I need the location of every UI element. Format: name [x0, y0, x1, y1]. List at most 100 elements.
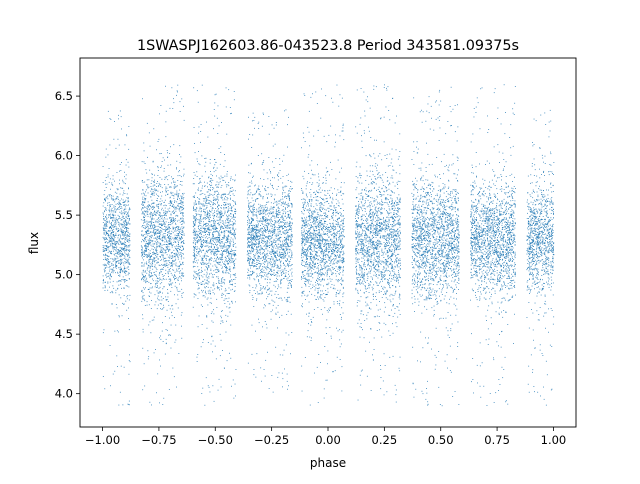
- data-point: [264, 224, 266, 226]
- data-point: [232, 226, 234, 228]
- data-point: [160, 291, 161, 293]
- data-point: [148, 281, 150, 283]
- data-point: [206, 225, 208, 226]
- data-point: [165, 299, 167, 300]
- data-point: [171, 263, 173, 264]
- data-point: [118, 203, 119, 205]
- data-point: [169, 217, 171, 219]
- data-point: [181, 274, 182, 276]
- data-point: [157, 280, 158, 282]
- data-point: [284, 185, 286, 187]
- data-point: [124, 239, 126, 241]
- data-point: [153, 231, 155, 233]
- data-point: [104, 237, 106, 238]
- data-point: [254, 209, 255, 210]
- data-point: [143, 161, 145, 163]
- data-point: [163, 233, 165, 234]
- data-point: [175, 219, 177, 221]
- data-point: [220, 281, 222, 283]
- data-point: [169, 196, 171, 198]
- data-point: [213, 216, 215, 218]
- data-point: [164, 214, 166, 216]
- data-point: [267, 296, 269, 298]
- data-point: [247, 211, 249, 213]
- data-point: [220, 207, 222, 208]
- data-point: [143, 222, 144, 224]
- data-point: [281, 221, 282, 223]
- data-point: [212, 189, 214, 191]
- data-point: [143, 298, 145, 300]
- data-point: [114, 220, 116, 221]
- data-point: [145, 279, 147, 281]
- data-point: [117, 249, 119, 251]
- data-point: [195, 213, 197, 214]
- data-point: [110, 258, 112, 260]
- data-point: [181, 312, 183, 314]
- data-point: [227, 272, 229, 274]
- data-point: [216, 227, 217, 229]
- data-point: [259, 258, 261, 260]
- data-point: [145, 249, 146, 251]
- data-point: [224, 204, 226, 206]
- data-point: [199, 208, 201, 210]
- data-point: [179, 233, 181, 235]
- data-point: [201, 226, 203, 228]
- data-point: [289, 191, 291, 192]
- data-point: [228, 245, 230, 247]
- data-point: [234, 211, 235, 212]
- data-point: [261, 287, 263, 289]
- data-point: [286, 236, 288, 238]
- data-point: [119, 218, 121, 219]
- data-point: [230, 224, 232, 226]
- data-point: [108, 261, 110, 262]
- data-point: [253, 203, 255, 205]
- data-point: [159, 232, 161, 234]
- data-point: [178, 353, 180, 354]
- data-point: [199, 164, 201, 166]
- data-point: [175, 210, 177, 212]
- data-point: [203, 249, 204, 251]
- data-point: [260, 269, 261, 271]
- data-point: [207, 256, 209, 257]
- data-point: [109, 240, 111, 242]
- data-point: [222, 193, 223, 195]
- data-point: [150, 255, 152, 257]
- data-point: [266, 239, 268, 241]
- data-point: [112, 270, 114, 272]
- data-point: [207, 229, 209, 231]
- data-point: [128, 148, 130, 150]
- data-point: [227, 301, 229, 302]
- data-point: [193, 207, 194, 209]
- data-point: [145, 221, 147, 223]
- data-point: [126, 245, 128, 247]
- data-point: [123, 225, 125, 227]
- data-point: [169, 270, 171, 272]
- data-point: [224, 279, 226, 281]
- data-point: [196, 274, 198, 275]
- data-point: [269, 247, 270, 248]
- data-point: [111, 245, 113, 247]
- data-point: [193, 195, 195, 197]
- data-point: [272, 207, 273, 209]
- data-point: [173, 212, 175, 214]
- data-point: [127, 214, 129, 216]
- data-point: [121, 232, 123, 233]
- data-point: [211, 243, 213, 245]
- data-point: [266, 291, 267, 293]
- data-point: [149, 228, 151, 229]
- data-point: [105, 156, 107, 158]
- data-point: [148, 132, 150, 134]
- data-point: [141, 180, 143, 182]
- data-point: [123, 268, 125, 270]
- data-point: [203, 221, 204, 223]
- data-point: [157, 167, 159, 169]
- data-point: [126, 228, 127, 230]
- data-point: [202, 193, 204, 194]
- data-point: [102, 212, 104, 214]
- data-point: [282, 271, 284, 273]
- data-point: [163, 236, 165, 238]
- data-point: [252, 208, 253, 210]
- data-point: [174, 275, 176, 277]
- data-point: [248, 241, 250, 243]
- data-point: [255, 249, 257, 250]
